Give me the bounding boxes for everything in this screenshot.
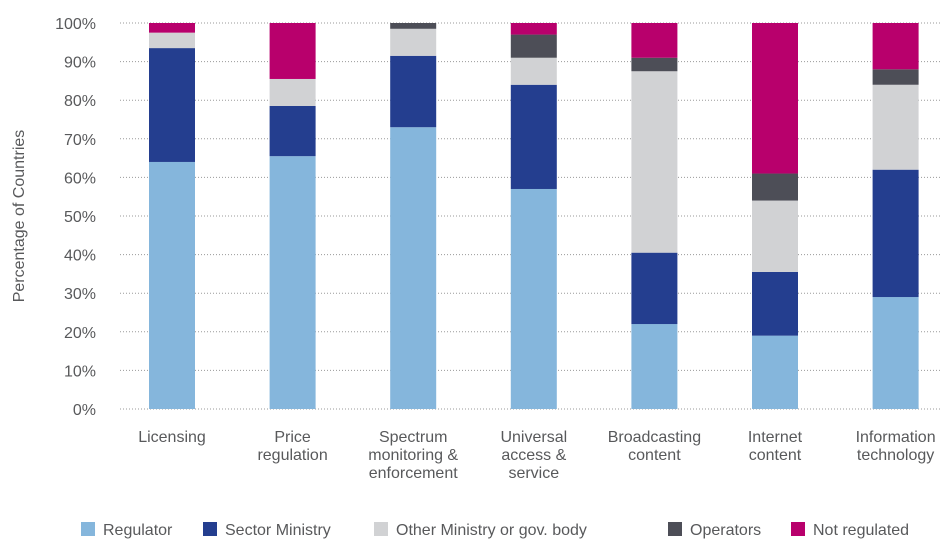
x-tick-label-line: regulation (257, 447, 327, 464)
legend-label: Operators (690, 522, 761, 539)
bar-segment (269, 23, 316, 79)
bar-segment (631, 324, 678, 409)
legend-swatch (791, 522, 805, 536)
x-tick-label: Price regulation (257, 429, 327, 464)
legend-label: Other Ministry or gov. body (396, 522, 587, 539)
bar-segment (269, 105, 316, 157)
bar-segment (510, 188, 557, 409)
bar-segment (390, 23, 437, 29)
y-tick-label: 10% (64, 363, 96, 380)
x-tick-label: Broadcasting content (608, 429, 701, 464)
x-tick-label-line: access & (501, 447, 566, 464)
x-tick-label: Universal access & service (500, 429, 567, 482)
bar-segment (269, 156, 316, 409)
x-tick-label-line: Spectrum (379, 429, 447, 446)
x-axis-ticks: Licensing Price regulation Spectrum monitori… (138, 429, 935, 482)
y-tick-label: 70% (64, 132, 96, 149)
y-tick-label: 100% (55, 16, 96, 33)
y-tick-label: 90% (64, 55, 96, 72)
legend-swatch (374, 522, 388, 536)
bar-segment (872, 69, 919, 85)
y-axis-ticks: 0% 10% 20% 30% 40% 50% 60% 70% 80% 90% 100% (55, 16, 96, 419)
x-tick-label-line: monitoring & (368, 447, 458, 464)
bar-segment (149, 23, 195, 33)
y-tick-label: 0% (73, 402, 96, 419)
legend-swatch (668, 522, 682, 536)
bar-segment (510, 23, 557, 35)
y-tick-label: 40% (64, 248, 96, 265)
x-tick-label-line: Price (274, 429, 311, 446)
legend-label: Sector Ministry (225, 522, 331, 539)
bar-segment (390, 28, 437, 56)
bar-segment (752, 23, 798, 174)
bar-segment (510, 84, 557, 189)
bar-segment (510, 57, 557, 85)
legend-label: Not regulated (813, 522, 909, 539)
bar-segment (752, 173, 798, 201)
legend-swatch (81, 522, 95, 536)
x-tick-label-line: content (628, 447, 681, 464)
x-tick-label-line: Broadcasting (608, 429, 701, 446)
x-tick-label: Spectrum monitoring & enforcement (368, 429, 458, 482)
x-tick-label: Internet content (748, 429, 803, 464)
bar-segment (269, 78, 316, 106)
x-tick-label: Information technology (856, 429, 936, 464)
x-tick-label: Licensing (138, 429, 206, 446)
x-tick-label-line: Licensing (138, 429, 206, 446)
bar-segment (872, 23, 919, 70)
legend-swatch (203, 522, 217, 536)
bar-segment (872, 297, 919, 409)
bars (149, 23, 919, 409)
bar-segment (752, 335, 798, 409)
x-tick-label-line: Universal (500, 429, 567, 446)
y-tick-label: 50% (64, 209, 96, 226)
y-tick-label: 60% (64, 170, 96, 187)
legend: Regulator Sector Ministry Other Ministry o… (81, 522, 909, 539)
bar-segment (510, 34, 557, 58)
bar-segment (631, 57, 678, 72)
bar-segment (631, 23, 678, 58)
bar-segment (752, 271, 798, 336)
x-tick-label-line: Internet (748, 429, 803, 446)
y-tick-label: 80% (64, 93, 96, 110)
y-tick-label: 30% (64, 286, 96, 303)
bar-segment (149, 48, 195, 162)
bar-segment (631, 71, 678, 253)
bar-segment (752, 200, 798, 272)
bar-segment (872, 169, 919, 298)
y-axis-label: Percentage of Countries (11, 130, 28, 303)
x-tick-label-line: technology (857, 447, 934, 464)
x-tick-label-line: content (749, 447, 802, 464)
x-tick-label-line: Information (856, 429, 936, 446)
bar-segment (149, 161, 195, 409)
legend-label: Regulator (103, 522, 173, 539)
bar-segment (149, 32, 195, 49)
x-tick-label-line: service (508, 465, 559, 482)
bar-segment (390, 55, 437, 128)
bar-segment (872, 84, 919, 170)
bar-segment (631, 252, 678, 325)
y-tick-label: 20% (64, 325, 96, 342)
bar-segment (390, 127, 437, 409)
x-tick-label-line: enforcement (369, 465, 458, 482)
